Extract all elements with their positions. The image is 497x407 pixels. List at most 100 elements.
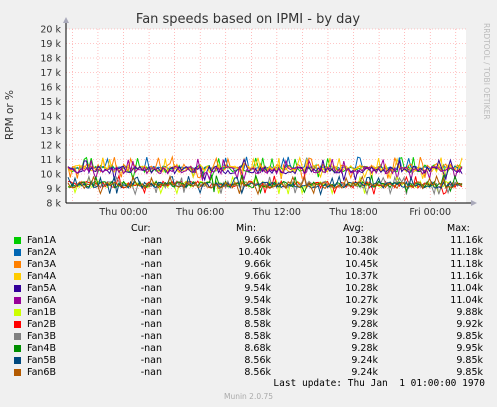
legend-swatch (14, 309, 21, 316)
legend-swatch (14, 333, 21, 340)
legend-cur-value: -nan (140, 343, 162, 354)
legend-series-name: Fan6B (27, 367, 56, 378)
series-line-fan6a (67, 158, 463, 182)
munin-version: Munin 2.0.75 (223, 392, 274, 401)
legend-swatch (14, 249, 21, 256)
x-tick-labels: Thu 00:00 Thu 06:00 Thu 12:00 Thu 18:00 Fri … (98, 207, 451, 218)
legend-min-value: 9.66k (244, 235, 271, 246)
legend-swatch (14, 297, 21, 304)
legend-min-value: 9.66k (244, 271, 271, 282)
y-tick-label: 15 k (40, 97, 61, 108)
legend-avg-value: 10.40k (345, 247, 378, 258)
rrdtool-side-label: RRDTOOL / TOBI OETIKER (482, 23, 491, 120)
y-axis-arrow-icon (63, 17, 69, 23)
x-tick-label: Fri 00:00 (409, 207, 451, 218)
legend-cur-value: -nan (140, 319, 162, 330)
legend-avg-value: 9.28k (351, 343, 378, 354)
legend-avg-value: 9.29k (351, 307, 378, 318)
legend-avg-value: 10.45k (345, 259, 378, 270)
y-axis-label: RPM or % (4, 90, 16, 140)
legend-min-value: 9.66k (244, 259, 271, 270)
legend-cur-value: -nan (140, 259, 162, 270)
series-line-fan5b (67, 174, 463, 197)
legend-series-name: Fan4A (27, 271, 56, 282)
axes (63, 17, 477, 206)
legend-series-name: Fan4B (27, 343, 56, 354)
x-tick-label: Thu 00:00 (98, 207, 147, 218)
series-lines (67, 154, 463, 197)
chart-title: Fan speeds based on IPMI - by day (136, 12, 360, 27)
legend-max-value: 11.18k (450, 259, 483, 270)
legend-header-cur: Cur: (131, 223, 151, 234)
legend-cur-value: -nan (140, 247, 162, 258)
legend-swatch (14, 321, 21, 328)
legend-avg-value: 9.24k (351, 355, 378, 366)
legend-cur-value: -nan (140, 235, 162, 246)
legend-series-name: Fan2B (27, 319, 56, 330)
legend-series-name: Fan1B (27, 307, 56, 318)
legend-swatch (14, 273, 21, 280)
legend-series-name: Fan5B (27, 355, 56, 366)
legend-avg-value: 10.38k (345, 235, 378, 246)
y-tick-label: 12 k (40, 141, 61, 152)
legend-swatch (14, 237, 21, 244)
legend-avg-value: 9.28k (351, 331, 378, 342)
legend-max-value: 9.95k (456, 343, 483, 354)
x-tick-label: Thu 12:00 (252, 207, 301, 218)
legend-series-name: Fan5A (27, 283, 56, 294)
legend-cur-value: -nan (140, 283, 162, 294)
legend-cur-value: -nan (140, 331, 162, 342)
series-line-fan3b (67, 174, 463, 196)
legend-max-value: 11.16k (450, 271, 483, 282)
legend-min-value: 10.40k (238, 247, 271, 258)
last-update: Last update: Thu Jan 1 01:00:00 1970 (273, 378, 485, 389)
legend-min-value: 8.58k (244, 307, 271, 318)
legend-swatch (14, 285, 21, 292)
legend-cur-value: -nan (140, 307, 162, 318)
legend-swatch (14, 369, 21, 376)
legend-min-value: 9.54k (244, 295, 271, 306)
legend-header-min: Min: (236, 223, 257, 234)
y-tick-label: 20 k (40, 25, 61, 36)
y-tick-label: 13 k (40, 126, 61, 137)
legend-max-value: 11.04k (450, 283, 483, 294)
y-tick-label: 16 k (40, 83, 61, 94)
y-tick-label: 8 k (46, 199, 61, 210)
legend-cur-value: -nan (140, 355, 162, 366)
legend-header-max: Max: (447, 223, 470, 234)
legend-min-value: 8.58k (244, 331, 271, 342)
legend-avg-value: 10.27k (345, 295, 378, 306)
y-tick-label: 11 k (40, 155, 61, 166)
legend-cur-value: -nan (140, 295, 162, 306)
legend-series-name: Fan3A (27, 259, 56, 270)
legend-max-value: 9.85k (456, 355, 483, 366)
y-tick-label: 18 k (40, 54, 61, 65)
series-line-fan1a (67, 156, 463, 181)
legend-swatch (14, 357, 21, 364)
legend-cur-value: -nan (140, 367, 162, 378)
legend-min-value: 8.56k (244, 355, 271, 366)
y-tick-label: 19 k (40, 39, 61, 50)
legend-max-value: 11.04k (450, 295, 483, 306)
legend-min-value: 8.68k (244, 343, 271, 354)
y-tick-label: 17 k (40, 68, 61, 79)
legend-max-value: 9.88k (456, 307, 483, 318)
legend-avg-value: 10.28k (345, 283, 378, 294)
legend-max-value: 9.85k (456, 367, 483, 378)
legend-swatch (14, 261, 21, 268)
legend-max-value: 9.92k (456, 319, 483, 330)
x-axis-arrow-icon (471, 200, 477, 206)
x-tick-label: Thu 18:00 (328, 207, 377, 218)
series-line-fan5a (67, 157, 463, 182)
y-tick-label: 10 k (40, 170, 61, 181)
legend-max-value: 11.16k (450, 235, 483, 246)
grid (66, 28, 466, 204)
legend-min-value: 8.56k (244, 367, 271, 378)
y-tick-labels: 8 k 9 k 10 k 11 k 12 k 13 k 14 k 15 k 16 k 17 k 18… (40, 25, 61, 210)
x-tick-label: Thu 06:00 (175, 207, 224, 218)
y-tick-label: 9 k (46, 184, 61, 195)
series-line-fan6b (67, 174, 463, 196)
legend-series-name: Fan3B (27, 331, 56, 342)
legend-min-value: 8.58k (244, 319, 271, 330)
